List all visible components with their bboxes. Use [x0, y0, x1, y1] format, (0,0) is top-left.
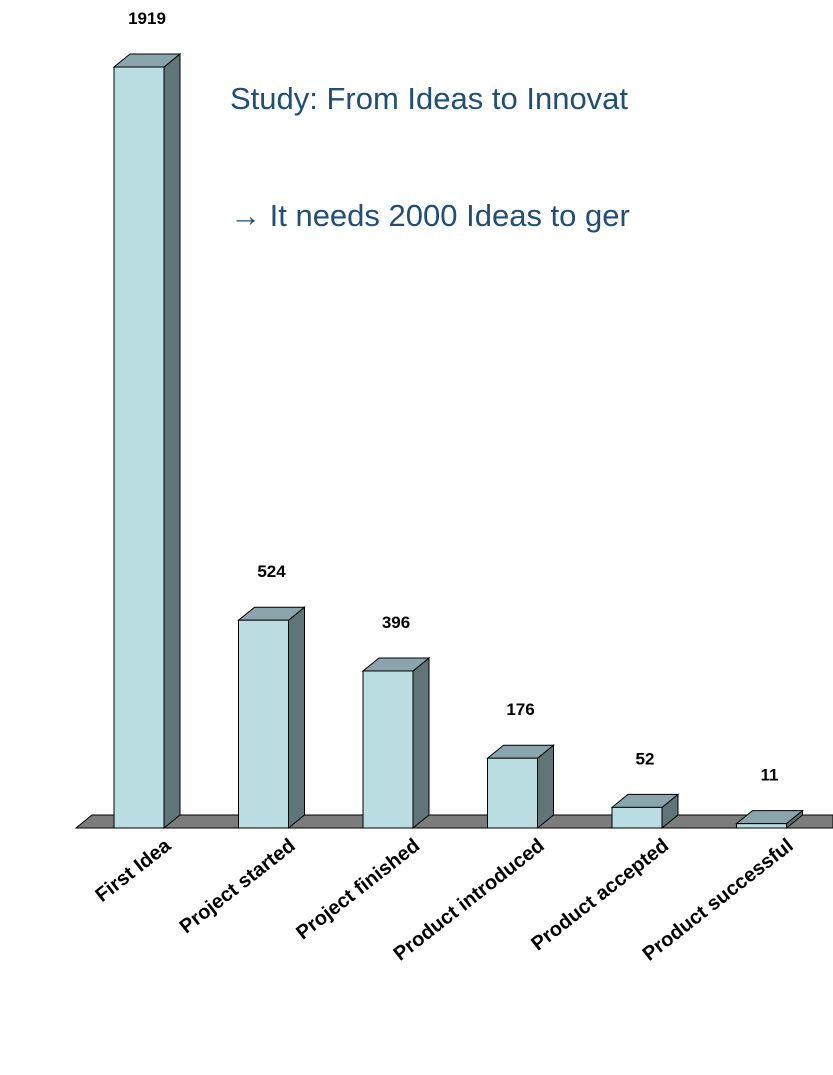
headline-line-2: → It needs 2000 Ideas to ger: [230, 198, 630, 233]
bar-front: [611, 806, 663, 829]
data-label: 176: [506, 700, 534, 719]
headline-line-1: Study: From Ideas to Innovat: [230, 81, 629, 116]
data-label: 524: [257, 562, 286, 581]
bar: [735, 809, 804, 830]
bar-side: [288, 606, 305, 830]
bar-front: [487, 757, 538, 829]
data-label: 52: [636, 749, 655, 768]
x-tick-label: Project started: [176, 835, 300, 939]
chart-floor: [74, 814, 833, 829]
bar-front: [238, 619, 289, 829]
bar-side: [537, 744, 554, 830]
bar-front: [113, 66, 165, 829]
bar-front: [362, 670, 414, 829]
x-tick-label: Project finished: [292, 835, 424, 945]
data-label: 1919: [128, 9, 166, 28]
bar: [610, 793, 680, 830]
data-label: 396: [382, 613, 410, 632]
data-label: 11: [761, 766, 779, 785]
x-tick-label: First Idea: [91, 834, 175, 907]
bar: [237, 606, 306, 830]
bar-front: [736, 823, 787, 829]
bar: [112, 52, 182, 830]
bar-side: [163, 52, 181, 830]
bar-side: [412, 656, 430, 830]
bar: [486, 744, 555, 830]
bar: [361, 656, 431, 830]
